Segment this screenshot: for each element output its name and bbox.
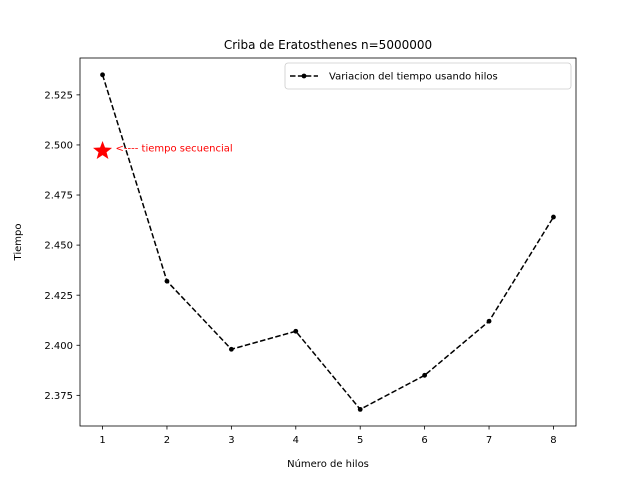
legend-box (284, 62, 572, 90)
x-tick-label: 6 (421, 435, 427, 446)
x-tick-label: 2 (164, 435, 170, 446)
legend: Variacion del tiempo usando hilos (284, 62, 572, 90)
data-point (293, 328, 299, 334)
data-point (357, 406, 363, 412)
legend-entry-label: Variacion del tiempo usando hilos (329, 72, 498, 83)
data-point (551, 214, 556, 220)
sequential-time-star-marker (93, 140, 113, 160)
y-tick-label: 2.450 (44, 241, 73, 252)
data-point (164, 278, 170, 284)
x-tick-label: 4 (293, 435, 299, 446)
y-tick-label: 2.400 (44, 341, 73, 352)
data-point (422, 372, 428, 378)
x-tick-label: 7 (486, 435, 492, 446)
y-axis: 2.375 2.400 2.425 2.450 2.475 2.500 2.525 (44, 90, 80, 402)
x-tick-label: 5 (357, 435, 363, 446)
sequential-time-annotation: <---- tiempo secuencial (116, 143, 233, 154)
chart-title: Criba de Eratosthenes n=5000000 (224, 38, 432, 52)
x-tick-label: 8 (550, 435, 556, 446)
data-point (486, 318, 492, 324)
y-axis-label: Tiempo (13, 224, 24, 262)
plot-area: <---- tiempo secuencial (93, 72, 556, 412)
y-tick-label: 2.475 (44, 191, 73, 202)
y-tick-label: 2.375 (44, 391, 73, 402)
axes-frame (79, 57, 577, 427)
x-tick-label: 3 (228, 435, 234, 446)
y-tick-label: 2.525 (44, 90, 73, 101)
legend-marker-swatch (301, 73, 307, 79)
data-point (228, 346, 234, 352)
y-tick-label: 2.500 (44, 141, 73, 152)
x-tick-label: 1 (99, 435, 105, 446)
data-point (100, 72, 105, 78)
series-line (101, 74, 555, 411)
y-tick-label: 2.425 (44, 291, 73, 302)
x-axis-label: Número de hilos (287, 458, 369, 470)
x-axis: 1 2 3 4 5 6 7 8 (99, 426, 557, 446)
